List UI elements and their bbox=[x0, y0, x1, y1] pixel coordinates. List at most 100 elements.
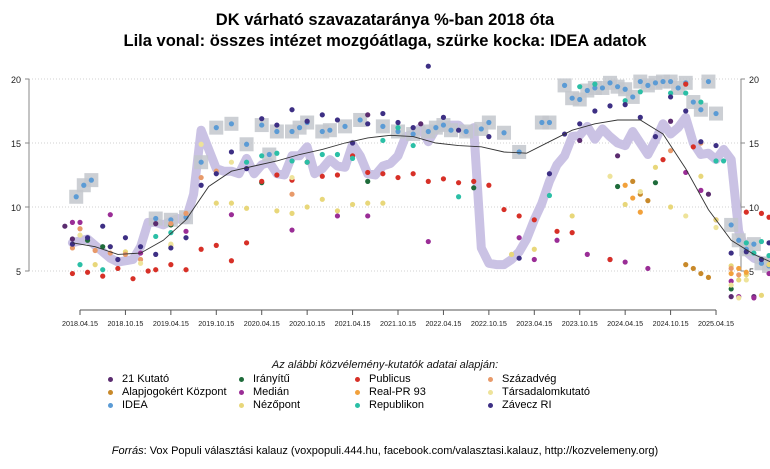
point-idea bbox=[614, 84, 621, 90]
point-sz-zadv-g bbox=[198, 174, 204, 181]
point-idea bbox=[448, 127, 454, 133]
point-z-vecz-ri bbox=[289, 107, 295, 113]
legend-item: IDEA bbox=[108, 399, 227, 412]
point-real-pr-93 bbox=[637, 209, 643, 215]
point-21-kutat- bbox=[667, 118, 674, 124]
point-idea bbox=[577, 96, 583, 103]
point-t-rsadalomkutat- bbox=[77, 232, 83, 238]
point-publicus bbox=[455, 180, 462, 186]
point-z-vecz-ri bbox=[228, 149, 235, 155]
point-sz-zadv-g bbox=[728, 265, 734, 272]
point-idea bbox=[698, 107, 704, 113]
point-republikon bbox=[751, 250, 757, 256]
legend-label: Alapjogokért Központ bbox=[122, 386, 227, 398]
point-republikon bbox=[766, 253, 770, 259]
point-publicus bbox=[259, 178, 265, 184]
idea-square bbox=[762, 258, 770, 273]
x-tick-label: 2021.04.15 bbox=[335, 319, 371, 328]
point-n-z-pont bbox=[531, 246, 537, 252]
point-z-vecz-ri bbox=[107, 244, 113, 250]
x-tick-label: 2025.04.15 bbox=[698, 319, 734, 328]
chart-subtitle: Lila vonal: összes intézet mozgóátlaga, … bbox=[123, 32, 647, 50]
point-z-vecz-ri bbox=[115, 256, 121, 263]
point-republikon bbox=[720, 158, 727, 164]
point-republikon bbox=[334, 151, 341, 158]
legend-label: Társadalomkutató bbox=[502, 386, 591, 398]
point-medi-n bbox=[228, 212, 235, 218]
point-publicus bbox=[758, 210, 765, 216]
point-n-z-pont bbox=[622, 201, 628, 208]
point-publicus bbox=[690, 144, 696, 150]
point-sz-zadv-g bbox=[69, 245, 76, 251]
point-republikon bbox=[758, 238, 765, 245]
legend-column: Századvég Társadalomkutató Závecz RI bbox=[488, 373, 590, 412]
point-z-vecz-ri bbox=[455, 127, 462, 133]
point-z-vecz-ri bbox=[592, 108, 598, 114]
point-ir-ny-t- bbox=[728, 286, 734, 292]
point-publicus bbox=[243, 240, 250, 246]
point-republikon bbox=[743, 240, 749, 246]
point-sz-zadv-g bbox=[137, 256, 144, 263]
x-tick-label: 2019.04.15 bbox=[153, 319, 189, 328]
point-publicus bbox=[425, 178, 431, 184]
point-sz-zadv-g bbox=[667, 148, 674, 154]
point-t-rsadalomkutat- bbox=[728, 282, 734, 288]
point-z-vecz-ri bbox=[100, 223, 106, 229]
x-tick-label: 2023.10.15 bbox=[562, 319, 598, 328]
point-medi-n bbox=[289, 227, 295, 233]
point-publicus bbox=[486, 182, 492, 188]
source-label: Forrás bbox=[111, 445, 144, 457]
point-medi-n bbox=[183, 228, 189, 234]
point-medi-n bbox=[69, 219, 76, 225]
point-alapjogok-rt-k-zpont bbox=[645, 198, 651, 204]
x-tick-label: 2018.04.15 bbox=[62, 319, 98, 328]
point-z-vecz-ri bbox=[516, 255, 522, 261]
point-medi-n bbox=[584, 251, 590, 257]
legend-item: 21 Kutató bbox=[108, 373, 227, 386]
point-republikon bbox=[168, 230, 174, 236]
point-idea bbox=[758, 260, 765, 266]
point-publicus bbox=[198, 246, 204, 252]
point-idea bbox=[274, 128, 280, 135]
point-publicus bbox=[84, 269, 91, 275]
point-republikon bbox=[319, 151, 325, 158]
point-z-vecz-ri bbox=[546, 171, 553, 177]
point-n-z-pont bbox=[652, 164, 659, 170]
point-z-vecz-ri bbox=[637, 114, 643, 120]
legend-marker-icon bbox=[239, 377, 244, 382]
point-z-vecz-ri bbox=[766, 240, 770, 246]
point-21-kutat- bbox=[62, 223, 68, 229]
point-real-pr-93 bbox=[736, 265, 742, 272]
point-t-rsadalomkutat- bbox=[198, 141, 204, 147]
point-z-vecz-ri bbox=[84, 235, 91, 241]
legend-marker-icon bbox=[239, 403, 244, 408]
point-publicus bbox=[130, 276, 136, 282]
x-tick-label: 2020.10.15 bbox=[289, 319, 325, 328]
point-n-z-pont bbox=[508, 251, 515, 257]
point-publicus bbox=[365, 169, 371, 176]
point-n-z-pont bbox=[766, 262, 770, 268]
point-t-rsadalomkutat- bbox=[168, 241, 174, 247]
y-tick-label-right: 5 bbox=[749, 267, 754, 277]
point-publicus bbox=[607, 256, 613, 263]
point-publicus bbox=[153, 267, 159, 273]
legend-marker-icon bbox=[488, 390, 493, 395]
point-idea bbox=[645, 82, 651, 88]
point-n-z-pont bbox=[289, 210, 295, 216]
point-21-kutat- bbox=[577, 137, 583, 144]
point-idea bbox=[486, 119, 492, 126]
point-ir-ny-t- bbox=[652, 180, 659, 186]
point-z-vecz-ri bbox=[683, 108, 689, 114]
point-republikon bbox=[410, 142, 416, 149]
point-alapjogok-rt-k-zpont bbox=[630, 178, 636, 184]
point-real-pr-93 bbox=[630, 195, 636, 201]
point-idea bbox=[319, 128, 325, 135]
point-z-vecz-ri bbox=[365, 121, 371, 127]
point-n-z-pont bbox=[274, 208, 280, 214]
point-republikon bbox=[77, 262, 83, 268]
point-n-z-pont bbox=[736, 277, 742, 283]
point-publicus bbox=[440, 176, 447, 182]
point-idea bbox=[213, 125, 219, 131]
point-republikon bbox=[577, 84, 583, 90]
point-alapjogok-rt-k-zpont bbox=[683, 262, 689, 268]
